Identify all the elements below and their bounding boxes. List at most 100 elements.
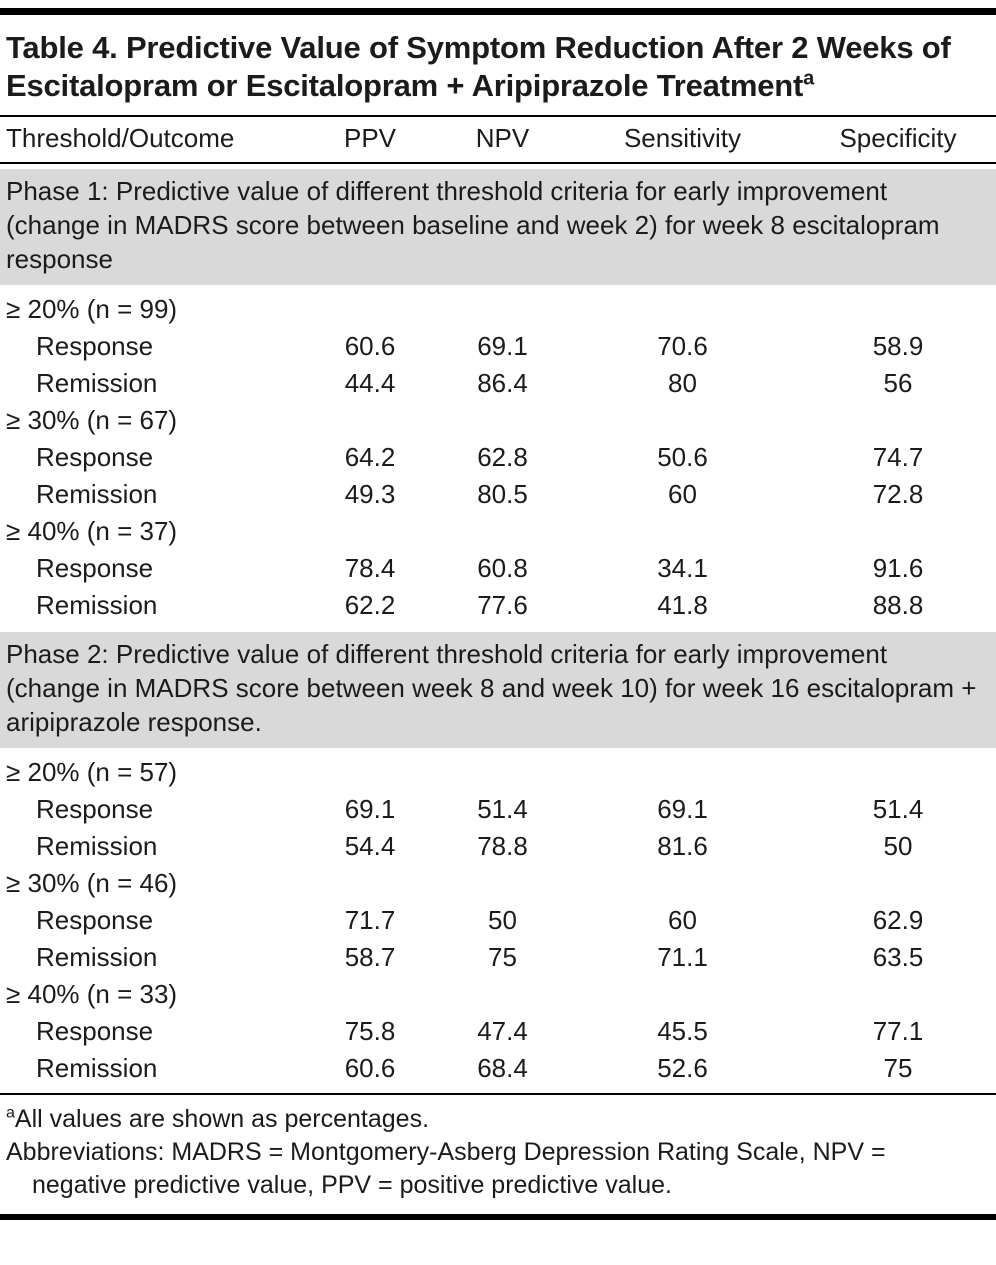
npv-value: 47.4 (477, 1015, 528, 1046)
ppv-value: 60.6 (344, 1052, 396, 1083)
sensitivity-value: 34.1 (657, 552, 708, 583)
npv-value: 75 (488, 941, 517, 972)
npv-value: 80.5 (477, 478, 528, 509)
outcome-label: Remission (36, 941, 158, 972)
specificity-value: 50 (883, 830, 913, 861)
threshold-row: ≥ 40% (n = 33) (0, 976, 996, 1013)
ppv-value: 49.3 (344, 478, 396, 509)
specificity-value: 77.1 (872, 1015, 924, 1046)
table-row: Response 64.2 62.8 50.6 74.7 (0, 439, 996, 476)
outcome-label: Remission (36, 830, 158, 861)
ppv-value: 62.2 (344, 589, 396, 620)
specificity-value: 62.9 (872, 904, 924, 935)
ppv-value: 58.7 (344, 941, 396, 972)
specificity-value: 74.7 (872, 441, 924, 472)
table-row: Remission 58.7 75 71.1 63.5 (0, 939, 996, 976)
table-row: Remission 44.4 86.4 80 56 (0, 365, 996, 402)
specificity-value: 56 (883, 367, 913, 398)
sensitivity-value: 50.6 (657, 441, 708, 472)
ppv-value: 78.4 (344, 552, 396, 583)
column-header-threshold-outcome: Threshold/Outcome (0, 114, 300, 164)
threshold-row: ≥ 30% (n = 46) (0, 865, 996, 902)
table-row: Response 60.6 69.1 70.6 58.9 (0, 328, 996, 365)
ppv-value: 44.4 (344, 367, 396, 398)
table-row: Remission 54.4 78.8 81.6 50 (0, 828, 996, 865)
sensitivity-value: 69.1 (657, 793, 708, 824)
table-row: Response 69.1 51.4 69.1 51.4 (0, 791, 996, 828)
threshold-label: ≥ 30% (n = 46) (6, 867, 178, 898)
sensitivity-value: 71.1 (657, 941, 708, 972)
threshold-row: ≥ 40% (n = 37) (0, 513, 996, 550)
ppv-value: 60.6 (344, 330, 396, 361)
ppv-value: 69.1 (344, 793, 396, 824)
specificity-value: 51.4 (872, 793, 924, 824)
outcome-label: Remission (36, 367, 158, 398)
abbreviations-note: Abbreviations: MADRS = Montgomery-Asberg… (6, 1137, 886, 1199)
spacer (0, 624, 996, 632)
specificity-value: 72.8 (872, 478, 924, 509)
table-title-text: Table 4. Predictive Value of Symptom Red… (6, 30, 951, 103)
outcome-label: Remission (36, 589, 158, 620)
outcome-label: Response (36, 552, 154, 583)
npv-value: 51.4 (477, 793, 528, 824)
table-row: Response 71.7 50 60 62.9 (0, 902, 996, 939)
ppv-value: 75.8 (344, 1015, 396, 1046)
outcome-label: Response (36, 904, 154, 935)
outcome-label: Response (36, 1015, 154, 1046)
sensitivity-value: 45.5 (657, 1015, 708, 1046)
table-footnotes: aAll values are shown as percentages. Ab… (0, 1092, 996, 1206)
column-header-ppv: PPV (300, 114, 440, 164)
specificity-value: 91.6 (872, 552, 924, 583)
specificity-value: 58.9 (872, 330, 924, 361)
table-row: Response 75.8 47.4 45.5 77.1 (0, 1013, 996, 1050)
npv-value: 68.4 (477, 1052, 528, 1083)
column-header-specificity: Specificity (800, 114, 996, 164)
ppv-value: 64.2 (344, 441, 396, 472)
threshold-row: ≥ 20% (n = 99) (0, 285, 996, 328)
threshold-row: ≥ 30% (n = 67) (0, 402, 996, 439)
threshold-label: ≥ 40% (n = 37) (6, 515, 178, 546)
column-header-sensitivity: Sensitivity (565, 114, 800, 164)
table-row: Response 78.4 60.8 34.1 91.6 (0, 550, 996, 587)
sensitivity-value: 70.6 (657, 330, 708, 361)
table-row: Remission 49.3 80.5 60 72.8 (0, 476, 996, 513)
threshold-label: ≥ 40% (n = 33) (6, 978, 178, 1009)
sensitivity-value: 60 (668, 478, 697, 509)
npv-value: 86.4 (477, 367, 528, 398)
npv-value: 69.1 (477, 330, 528, 361)
section-header-phase2: Phase 2: Predictive value of different t… (0, 631, 996, 748)
npv-value: 62.8 (477, 441, 528, 472)
threshold-label: ≥ 20% (n = 57) (6, 756, 178, 787)
predictive-value-table: Threshold/Outcome PPV NPV Sensitivity Sp… (0, 114, 996, 1087)
outcome-label: Remission (36, 1052, 158, 1083)
table-header-row: Threshold/Outcome PPV NPV Sensitivity Sp… (0, 114, 996, 164)
sensitivity-value: 60 (668, 904, 697, 935)
section-header-row: Phase 1: Predictive value of different t… (0, 168, 996, 285)
specificity-value: 75 (883, 1052, 913, 1083)
outcome-label: Remission (36, 478, 158, 509)
ppv-value: 54.4 (344, 830, 396, 861)
sensitivity-value: 80 (668, 367, 697, 398)
sensitivity-value: 52.6 (657, 1052, 708, 1083)
table-title-superscript: a (803, 67, 815, 90)
specificity-value: 63.5 (872, 941, 924, 972)
section-header-row: Phase 2: Predictive value of different t… (0, 631, 996, 748)
threshold-row: ≥ 20% (n = 57) (0, 748, 996, 791)
ppv-value: 71.7 (344, 904, 396, 935)
sensitivity-value: 41.8 (657, 589, 708, 620)
specificity-value: 88.8 (872, 589, 924, 620)
footnote-a: aAll values are shown as percentages. (6, 1103, 986, 1136)
outcome-label: Response (36, 441, 154, 472)
column-header-npv: NPV (440, 114, 565, 164)
outcome-label: Response (36, 330, 154, 361)
table-row: Remission 62.2 77.6 41.8 88.8 (0, 587, 996, 624)
threshold-label: ≥ 30% (n = 67) (6, 404, 178, 435)
footnote-a-text: All values are shown as percentages. (14, 1104, 430, 1133)
npv-value: 77.6 (477, 589, 528, 620)
outcome-label: Response (36, 793, 154, 824)
table-row: Remission 60.6 68.4 52.6 75 (0, 1050, 996, 1087)
sensitivity-value: 81.6 (657, 830, 708, 861)
npv-value: 60.8 (477, 552, 528, 583)
npv-value: 50 (488, 904, 517, 935)
